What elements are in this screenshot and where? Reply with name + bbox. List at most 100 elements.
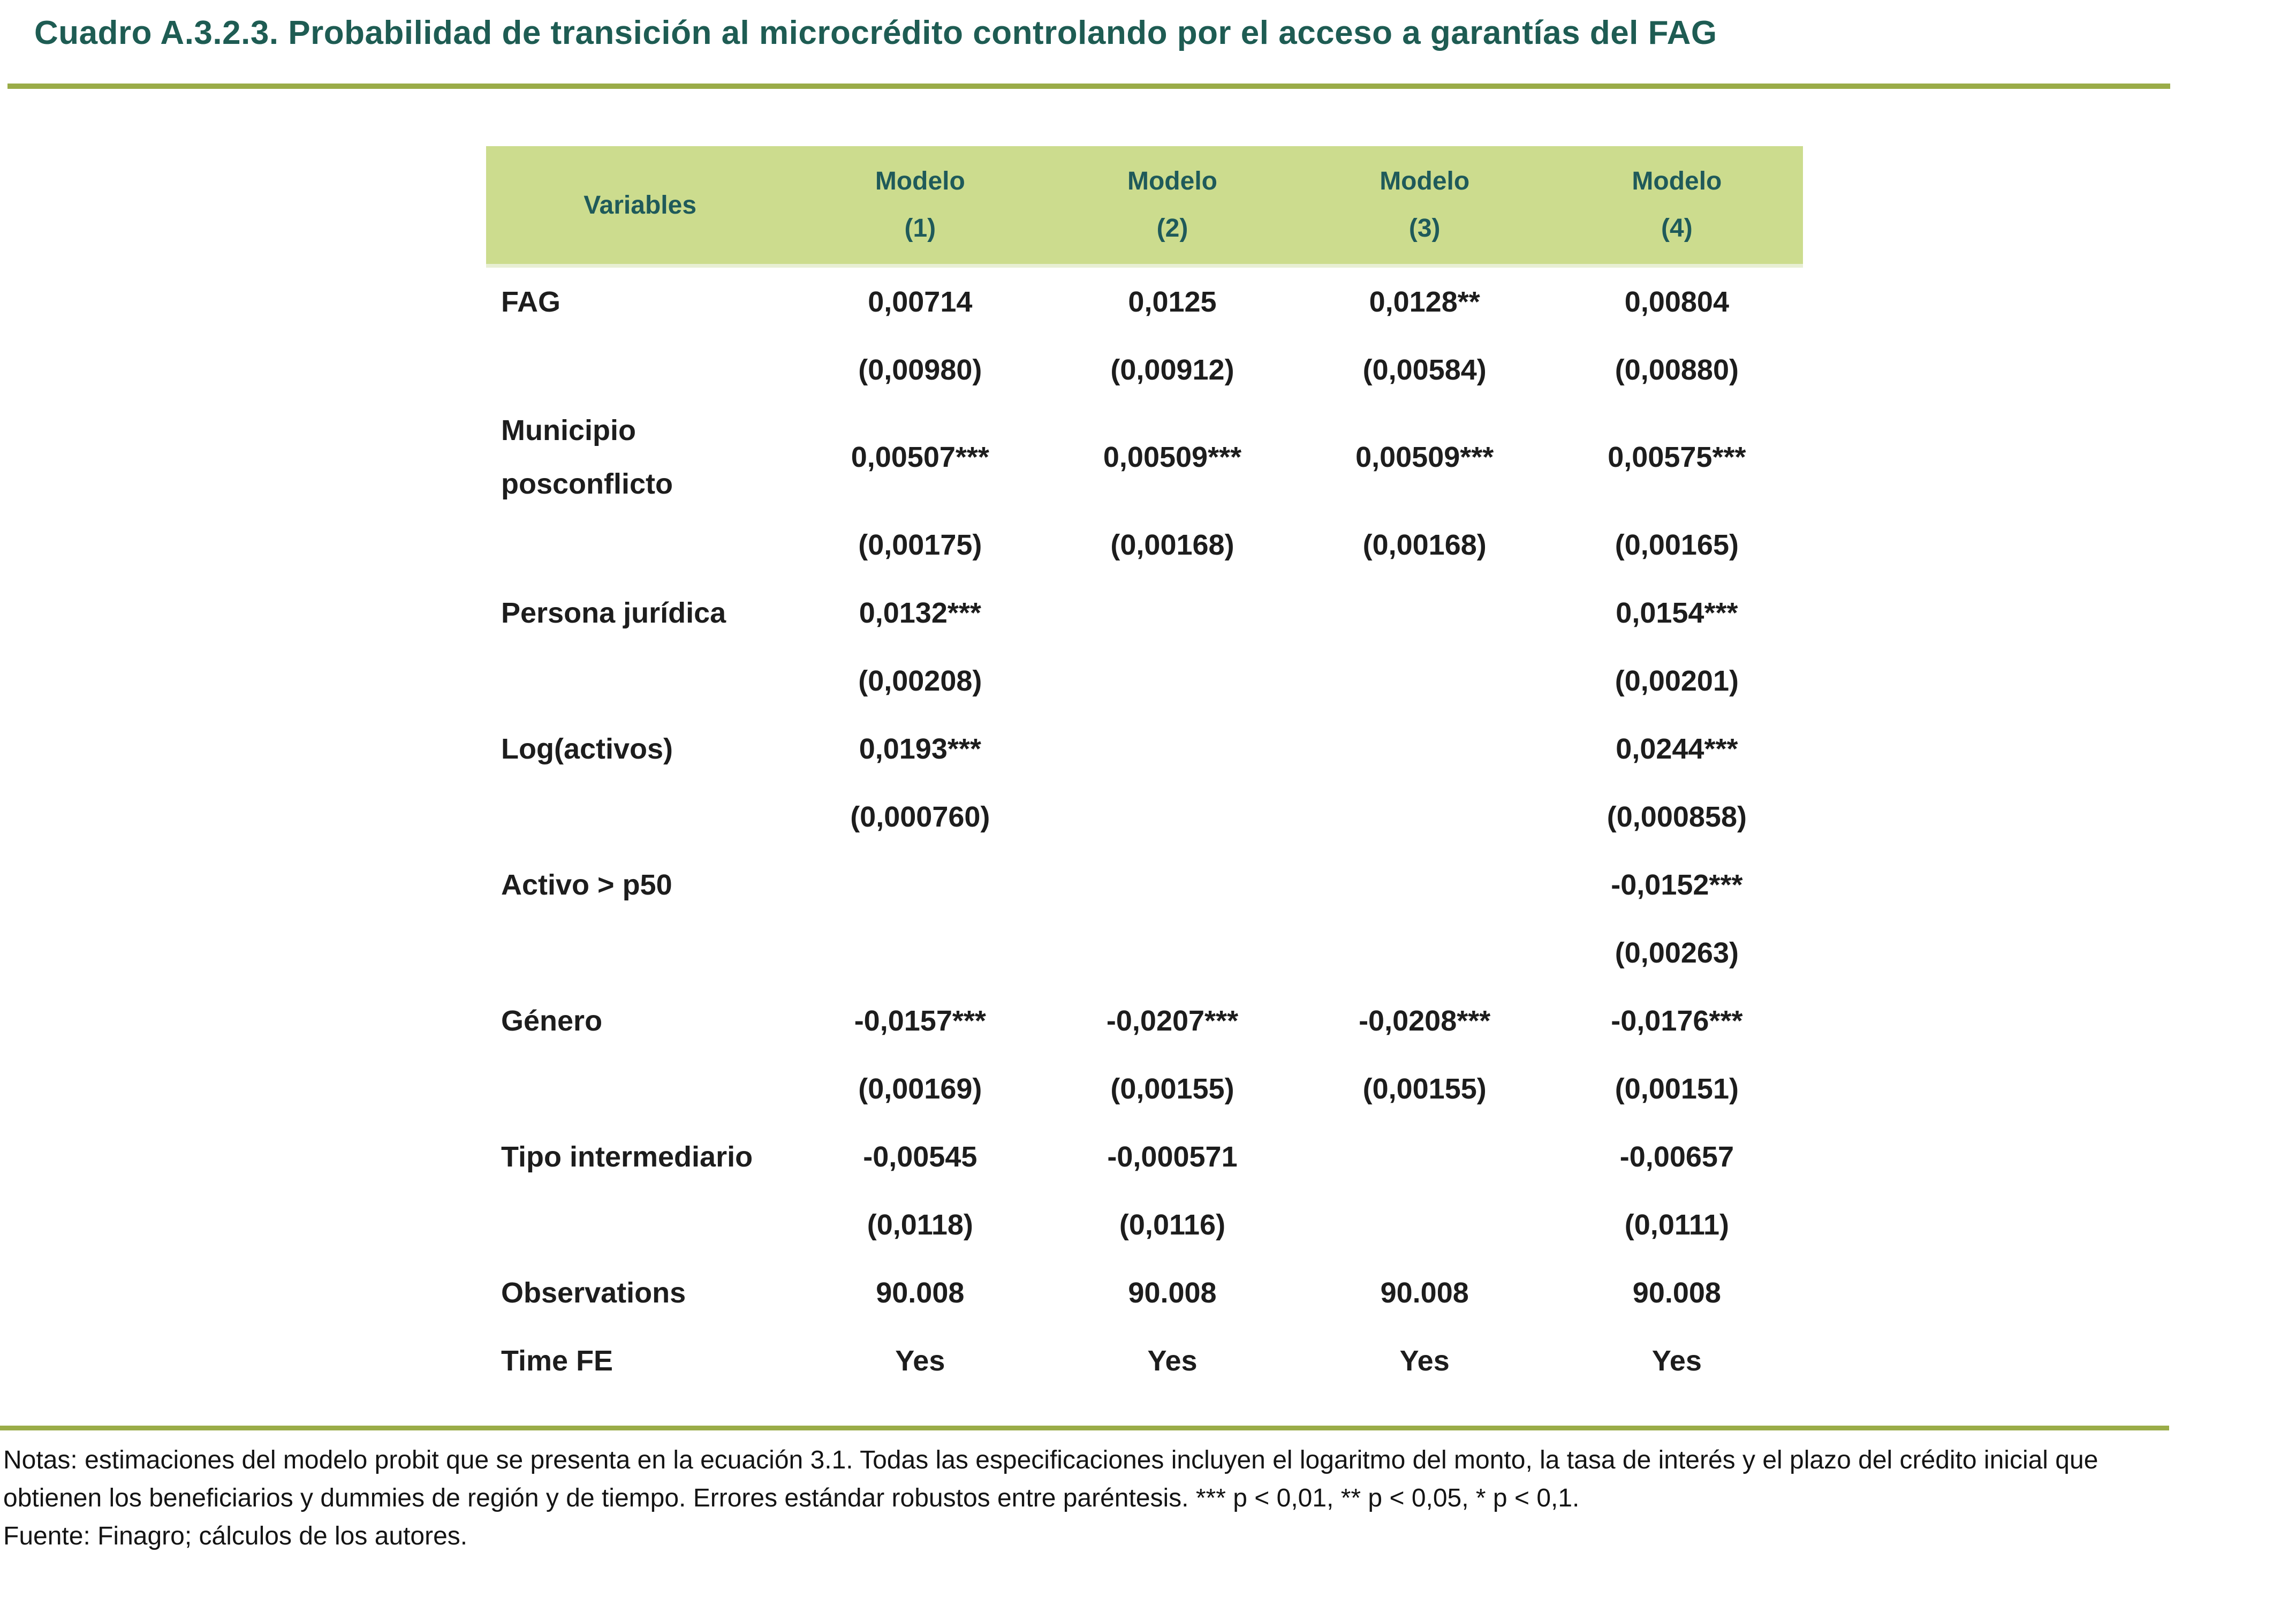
variable-label <box>486 647 794 715</box>
table-body: FAG 0,00714 0,0125 0,0128** 0,00804 (0,00980)… <box>486 266 1803 1395</box>
value-cell: -0,0157*** <box>854 1004 986 1037</box>
table-title: Cuadro A.3.2.3. Probabilidad de transici… <box>34 14 1717 51</box>
value-cell: 0,0193*** <box>859 732 981 765</box>
header-model-2: Modelo (2) <box>1046 146 1299 268</box>
value-cell: (0,0116) <box>1119 1208 1226 1241</box>
value-cell: 0,0125 <box>1128 285 1217 318</box>
value-cell: -0,00545 <box>863 1140 977 1173</box>
value-cell: -0,00657 <box>1619 1140 1734 1173</box>
value-cell <box>1046 851 1298 919</box>
value-cell: (0,00980) <box>858 353 982 386</box>
value-cell <box>794 851 1046 919</box>
value-cell: 0,00714 <box>868 285 973 318</box>
model-name: Modelo <box>1380 167 1470 195</box>
value-cell: Yes <box>1399 1344 1450 1377</box>
variable-label <box>486 1055 794 1123</box>
table-row: Activo > p50 -0,0152*** <box>486 851 1803 919</box>
model-number: (2) <box>1156 214 1188 243</box>
table-row: FAG 0,00714 0,0125 0,0128** 0,00804 <box>486 266 1803 336</box>
value-cell: (0,00165) <box>1615 528 1739 561</box>
value-cell: 0,00804 <box>1624 285 1729 318</box>
model-name: Modelo <box>1632 167 1722 195</box>
variable-label: Municipio posconflicto <box>486 404 794 511</box>
table-row: Persona jurídica 0,0132*** 0,0154*** <box>486 579 1803 647</box>
header-row: Variables Modelo (1) Modelo (2) Modelo (… <box>486 146 1803 268</box>
variable-label <box>486 511 794 579</box>
value-cell: 0,0154*** <box>1616 596 1738 629</box>
value-cell <box>1299 919 1551 987</box>
value-cell: 0,00509*** <box>1355 441 1494 473</box>
value-cell: Yes <box>1147 1344 1198 1377</box>
variable-label: Género <box>501 1004 603 1037</box>
model-name: Modelo <box>875 167 965 195</box>
value-cell: (0,00155) <box>1362 1072 1487 1105</box>
value-cell: (0,0118) <box>867 1208 973 1241</box>
table-row: (0,0118) (0,0116) (0,0111) <box>486 1191 1803 1259</box>
variable-label-line2: posconflicto <box>501 468 673 500</box>
value-cell: 0,00509*** <box>1103 441 1242 473</box>
value-cell: -0,0208*** <box>1359 1004 1491 1037</box>
value-cell <box>794 919 1046 987</box>
value-cell: (0,00201) <box>1615 664 1739 697</box>
variable-label-line1: Municipio <box>501 414 636 446</box>
table-row: Log(activos) 0,0193*** 0,0244*** <box>486 715 1803 783</box>
value-cell <box>1299 1191 1551 1259</box>
variable-label: FAG <box>501 285 561 318</box>
value-cell: -0,0176*** <box>1611 1004 1743 1037</box>
value-cell: (0,00912) <box>1110 353 1234 386</box>
value-cell <box>1299 851 1551 919</box>
table-row: (0,00208) (0,00201) <box>486 647 1803 715</box>
model-number: (1) <box>904 214 936 243</box>
value-cell: Yes <box>1651 1344 1702 1377</box>
table-row: (0,00169) (0,00155) (0,00155) (0,00151) <box>486 1055 1803 1123</box>
table-row: Género -0,0157*** -0,0207*** -0,0208*** -0,0… <box>486 987 1803 1055</box>
header-model-4: Modelo (4) <box>1550 146 1803 268</box>
value-cell: (0,0111) <box>1624 1208 1729 1241</box>
value-cell <box>1046 647 1298 715</box>
value-cell: 90.008 <box>876 1276 965 1309</box>
value-cell: 0,0244*** <box>1616 732 1738 765</box>
value-cell <box>1299 1123 1551 1191</box>
value-cell: Yes <box>895 1344 945 1377</box>
value-cell <box>1299 647 1551 715</box>
value-cell: 0,00575*** <box>1608 441 1746 473</box>
value-cell: -0,000571 <box>1107 1140 1238 1173</box>
value-cell: (0,00151) <box>1615 1072 1739 1105</box>
notes-text: Notas: estimaciones del modelo probit qu… <box>3 1446 2098 1512</box>
table-row: Time FE Yes Yes Yes Yes <box>486 1327 1803 1395</box>
variable-label: Observations <box>501 1276 686 1309</box>
header-variables: Variables <box>486 146 794 268</box>
table-row: (0,00980) (0,00912) (0,00584) (0,00880) <box>486 336 1803 404</box>
variable-label: Activo > p50 <box>501 868 672 901</box>
header-model-3: Modelo (3) <box>1298 146 1551 268</box>
value-cell: 0,0128** <box>1369 285 1480 318</box>
value-cell: (0,00168) <box>1362 528 1487 561</box>
value-cell <box>1299 783 1551 851</box>
value-cell: (0,00169) <box>858 1072 982 1105</box>
value-cell <box>1046 919 1298 987</box>
notes-block: Notas: estimaciones del modelo probit qu… <box>3 1441 2185 1555</box>
value-cell: (0,000858) <box>1607 800 1747 833</box>
value-cell: (0,00208) <box>858 664 982 697</box>
value-cell: (0,00880) <box>1615 353 1739 386</box>
variable-label <box>486 336 794 404</box>
value-cell: 90.008 <box>1128 1276 1217 1309</box>
value-cell <box>1299 579 1551 647</box>
table-row: Observations 90.008 90.008 90.008 90.008 <box>486 1259 1803 1327</box>
value-cell: (0,00263) <box>1615 936 1739 969</box>
value-cell: (0,000760) <box>850 800 990 833</box>
bottom-divider <box>0 1426 2169 1430</box>
model-name: Modelo <box>1127 167 1217 195</box>
table-row: (0,000760) (0,000858) <box>486 783 1803 851</box>
variable-label: Log(activos) <box>501 732 673 765</box>
value-cell: -0,0207*** <box>1106 1004 1239 1037</box>
table-row: (0,00175) (0,00168) (0,00168) (0,00165) <box>486 511 1803 579</box>
variable-label: Time FE <box>501 1344 613 1377</box>
model-number: (3) <box>1408 214 1441 243</box>
variable-label <box>486 1191 794 1259</box>
value-cell: 90.008 <box>1380 1276 1469 1309</box>
value-cell: (0,00155) <box>1110 1072 1234 1105</box>
variable-label: Tipo intermediario <box>501 1140 753 1173</box>
value-cell <box>1046 579 1298 647</box>
